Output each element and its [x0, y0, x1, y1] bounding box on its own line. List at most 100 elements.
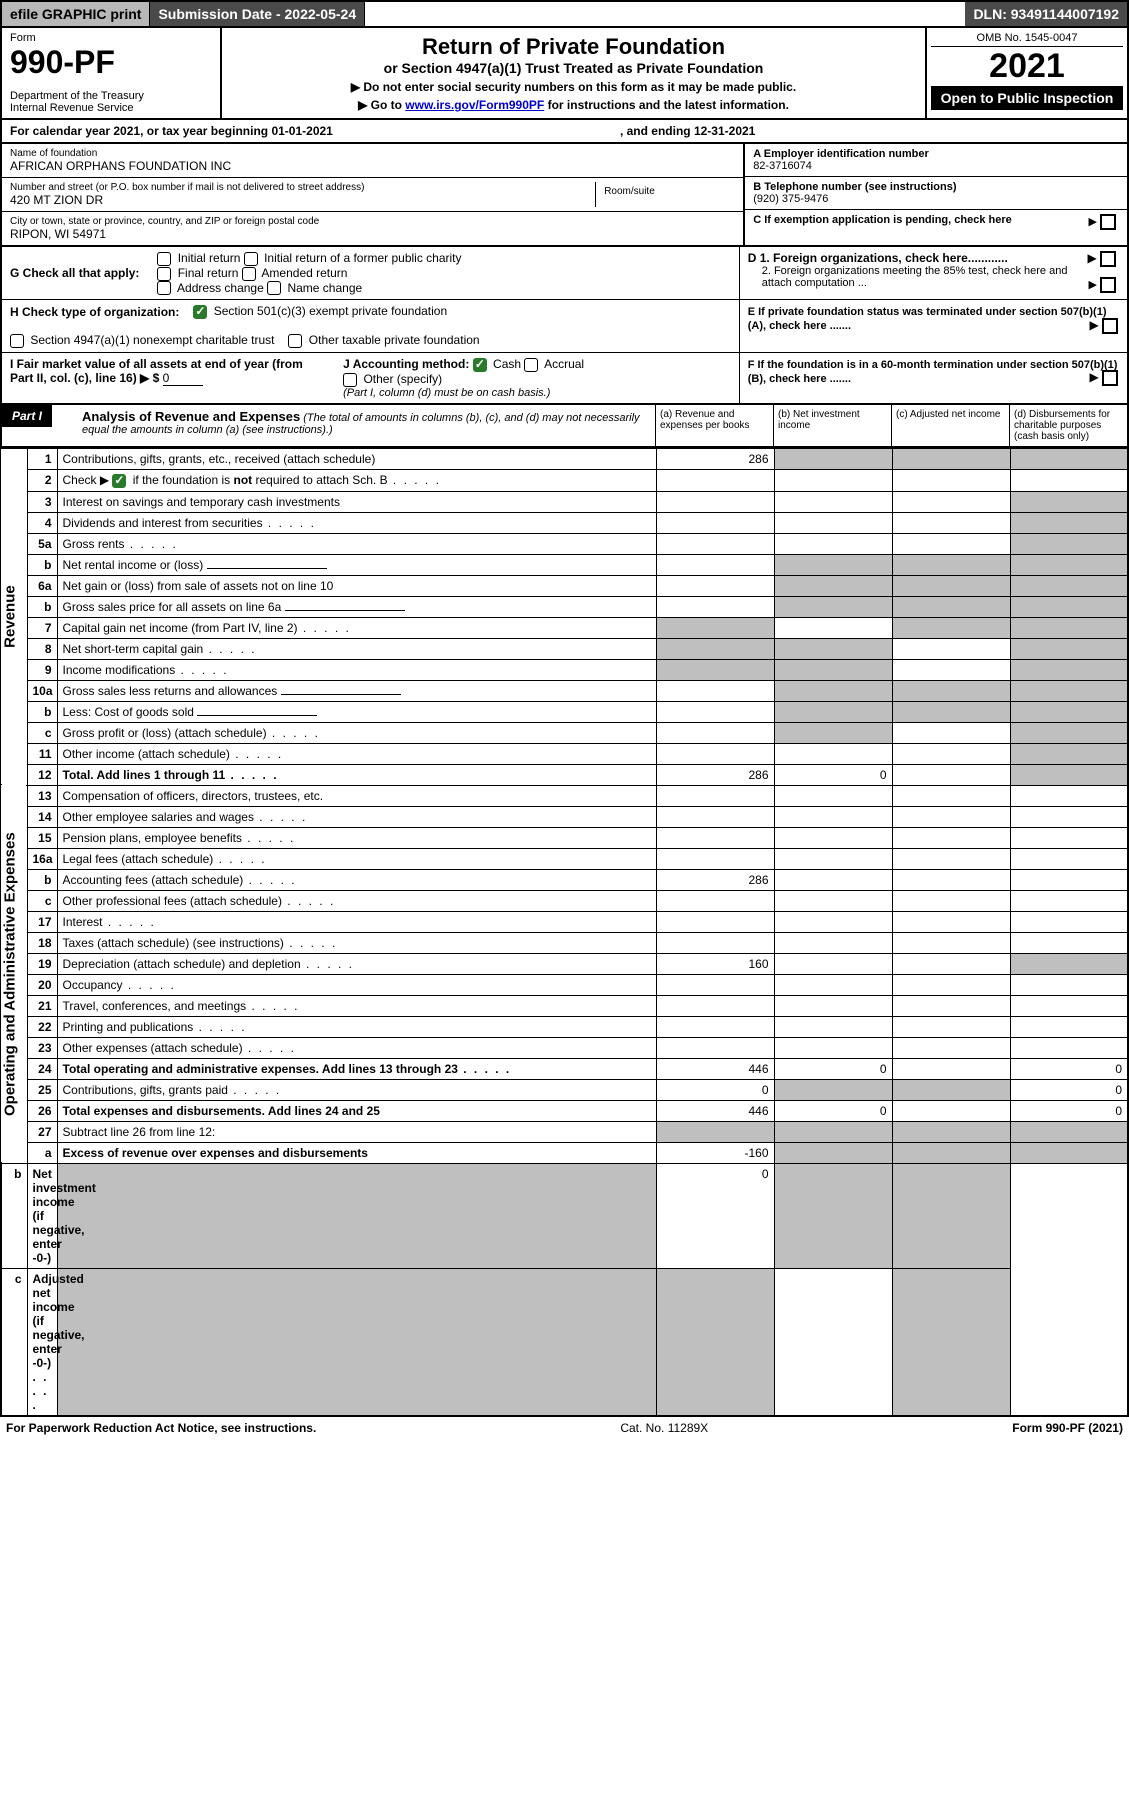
checkbox-d1[interactable] — [1100, 251, 1116, 267]
checkbox-schb[interactable] — [112, 474, 126, 488]
cell-value — [1010, 533, 1128, 554]
cell-value — [656, 596, 774, 617]
cell-value — [774, 1268, 892, 1416]
table-row: 26Total expenses and disbursements. Add … — [1, 1100, 1128, 1121]
cell-value — [1010, 911, 1128, 932]
line-description: Printing and publications — [57, 1016, 656, 1037]
table-row: 11Other income (attach schedule) — [1, 743, 1128, 764]
cell-value — [1010, 869, 1128, 890]
checkbox-j-1[interactable] — [524, 358, 538, 372]
irs-link[interactable]: www.irs.gov/Form990PF — [405, 98, 544, 112]
cell-value — [1010, 743, 1128, 764]
cell-value — [892, 512, 1010, 533]
cell-value — [656, 890, 774, 911]
cell-value — [892, 932, 1010, 953]
cell-value — [774, 512, 892, 533]
checkbox-j-0[interactable] — [473, 358, 487, 372]
cell-value — [774, 659, 892, 680]
cell-value — [892, 1016, 1010, 1037]
g-option: Final return — [157, 266, 238, 280]
cell-value: 286 — [656, 869, 774, 890]
line-number: b — [1, 1163, 27, 1268]
cell-value — [1010, 680, 1128, 701]
line-number: b — [27, 596, 57, 617]
checkbox-g-2[interactable] — [157, 267, 171, 281]
cell-value — [774, 911, 892, 932]
h-option: Section 501(c)(3) exempt private foundat… — [193, 304, 447, 319]
cell-value: 0 — [656, 1079, 774, 1100]
cell-value — [892, 554, 1010, 575]
section-j-block: J Accounting method: Cash Accrual Other … — [335, 357, 731, 399]
form-subtitle: or Section 4947(a)(1) Trust Treated as P… — [234, 60, 913, 76]
line-description: Other income (attach schedule) — [57, 743, 656, 764]
cell-value — [656, 617, 774, 638]
line-description: Taxes (attach schedule) (see instruction… — [57, 932, 656, 953]
checkbox-h-0[interactable] — [193, 305, 207, 319]
col-c-header: (c) Adjusted net income — [891, 405, 1009, 446]
cell-value: 160 — [656, 953, 774, 974]
cell-value: 286 — [656, 764, 774, 785]
form-header-right: OMB No. 1545-0047 2021 Open to Public In… — [927, 28, 1127, 118]
line-number: c — [1, 1268, 27, 1416]
table-row: aExcess of revenue over expenses and dis… — [1, 1142, 1128, 1163]
cell-value — [656, 995, 774, 1016]
line-description: Other employee salaries and wages — [57, 806, 656, 827]
checkbox-g-5[interactable] — [267, 281, 281, 295]
j-option: Cash — [473, 357, 521, 371]
table-row: 4Dividends and interest from securities — [1, 512, 1128, 533]
cell-value — [892, 1142, 1010, 1163]
revenue-section-label: Revenue — [1, 448, 27, 785]
line-description: Contributions, gifts, grants paid — [57, 1079, 656, 1100]
checkbox-h-1[interactable] — [10, 334, 24, 348]
checkbox-j-2[interactable] — [343, 373, 357, 387]
checkbox-g-3[interactable] — [242, 267, 256, 281]
cell-value — [892, 995, 1010, 1016]
table-row: 23Other expenses (attach schedule) — [1, 1037, 1128, 1058]
cell-value — [774, 533, 892, 554]
checkbox-f[interactable] — [1102, 370, 1118, 386]
table-row: 24Total operating and administrative exp… — [1, 1058, 1128, 1079]
checkbox-g-4[interactable] — [157, 281, 171, 295]
tax-year: 2021 — [931, 47, 1123, 86]
line-number: 22 — [27, 1016, 57, 1037]
checkbox-g-1[interactable] — [244, 252, 258, 266]
cell-value — [1010, 1142, 1128, 1163]
cell-value — [1010, 575, 1128, 596]
cell-value — [1010, 617, 1128, 638]
checkbox-c[interactable] — [1100, 214, 1116, 230]
cell-value — [892, 911, 1010, 932]
part-i-table: Revenue1Contributions, gifts, grants, et… — [0, 448, 1129, 1417]
table-row: cOther professional fees (attach schedul… — [1, 890, 1128, 911]
dln: DLN: 93491144007192 — [965, 2, 1127, 26]
col-a-header: (a) Revenue and expenses per books — [655, 405, 773, 446]
g-option: Initial return — [157, 251, 240, 265]
table-row: 15Pension plans, employee benefits — [1, 827, 1128, 848]
cell-value: 0 — [774, 1100, 892, 1121]
part-i-heading: Analysis of Revenue and Expenses — [82, 409, 300, 424]
line-number: 27 — [27, 1121, 57, 1142]
j-label: J Accounting method: — [343, 357, 469, 371]
entity-info-left: Name of foundation AFRICAN ORPHANS FOUND… — [2, 144, 743, 245]
cell-value — [1010, 890, 1128, 911]
checkbox-d2[interactable] — [1100, 277, 1116, 293]
line-number: 18 — [27, 932, 57, 953]
line-number: 5a — [27, 533, 57, 554]
line-number: 12 — [27, 764, 57, 785]
expenses-section-label: Operating and Administrative Expenses — [1, 785, 27, 1163]
cell-value — [1010, 1037, 1128, 1058]
checkbox-h-2[interactable] — [288, 334, 302, 348]
line-description: Net rental income or (loss) — [57, 554, 656, 575]
exemption-pending-block: C If exemption application is pending, c… — [745, 210, 1127, 234]
checkbox-e[interactable] — [1102, 318, 1118, 334]
cell-value — [774, 806, 892, 827]
form-title: Return of Private Foundation — [234, 34, 913, 60]
cell-value — [656, 806, 774, 827]
line-description: Check ▶ if the foundation is not require… — [57, 469, 656, 491]
line-description: Pension plans, employee benefits — [57, 827, 656, 848]
cell-value — [892, 659, 1010, 680]
cell-value — [892, 469, 1010, 491]
cell-value — [1010, 827, 1128, 848]
form-header-mid: Return of Private Foundation or Section … — [222, 28, 927, 118]
checkbox-g-0[interactable] — [157, 252, 171, 266]
table-row: 6aNet gain or (loss) from sale of assets… — [1, 575, 1128, 596]
